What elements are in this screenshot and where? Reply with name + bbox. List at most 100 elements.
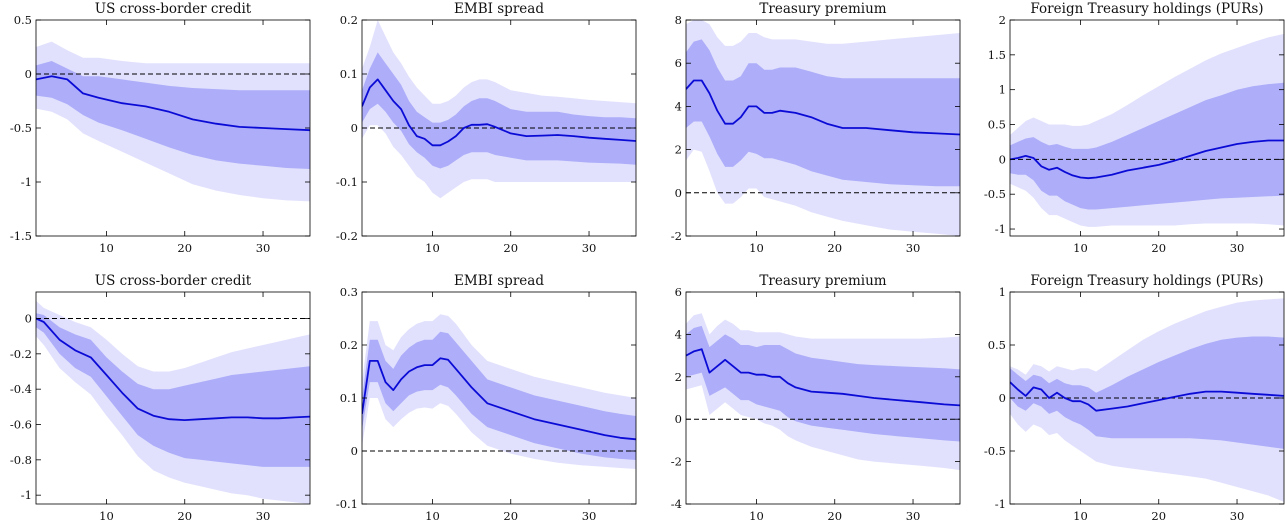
y-tick-label: 0.2	[340, 338, 358, 352]
median-line	[1010, 381, 1284, 412]
y-tick-label: 0.5	[988, 118, 1006, 132]
y-tick-label: -0.1	[336, 175, 358, 189]
y-tick-label: 0.1	[340, 391, 358, 405]
x-tick-label: 20	[827, 241, 842, 255]
median-line	[36, 317, 310, 421]
y-tick-label: 1.5	[988, 48, 1006, 62]
plot-area	[686, 20, 960, 236]
plot-area	[1010, 33, 1284, 227]
inner-band	[36, 313, 310, 467]
x-tick-label: 30	[906, 509, 921, 523]
y-tick-label: -0.6	[10, 418, 32, 432]
y-tick-label: -2	[671, 229, 682, 243]
plot-area	[1010, 298, 1284, 502]
axes-frame	[685, 291, 961, 505]
y-tick-label: 1	[999, 285, 1006, 299]
x-tick-label: 20	[827, 509, 842, 523]
y-tick-label: 1	[999, 83, 1006, 97]
y-tick-label: 2	[675, 370, 682, 384]
x-tick-label: 10	[425, 509, 440, 523]
chart-title: EMBI spread	[454, 273, 544, 289]
plot-area	[362, 314, 636, 469]
y-tick-label: 0	[25, 67, 32, 81]
x-tick-label: 30	[256, 241, 271, 255]
y-tick-label: 0	[675, 412, 682, 426]
y-tick-label: 4	[675, 99, 682, 113]
inner-band	[36, 61, 310, 169]
axes-frame	[1009, 19, 1285, 237]
chart-title: US cross-border credit	[95, 1, 252, 17]
y-tick-label: -4	[671, 497, 682, 511]
x-tick-label: 30	[582, 241, 597, 255]
chart-title: Treasury premium	[759, 1, 886, 17]
panel-2: EMBI spread -0.2 -0.1 0 0.1 0.2 10 20 30	[336, 1, 637, 255]
x-tick-label: 20	[1151, 509, 1166, 523]
median-line	[362, 357, 636, 441]
y-tick-label: -0.2	[10, 347, 32, 361]
x-tick-label: 10	[749, 509, 764, 523]
inner-band	[686, 325, 960, 442]
chart-title: EMBI spread	[454, 1, 544, 17]
x-tick-label: 10	[425, 241, 440, 255]
y-tick-label: -0.2	[336, 229, 358, 243]
y-tick-label: -0.5	[10, 121, 32, 135]
y-tick-label: 0	[351, 121, 358, 135]
x-tick-label: 10	[749, 241, 764, 255]
inner-band	[1010, 336, 1284, 449]
y-tick-label: 6	[675, 285, 682, 299]
y-tick-label: 8	[675, 13, 682, 27]
plot-area	[362, 20, 636, 199]
y-tick-label: 2	[999, 13, 1006, 27]
median-line	[1010, 139, 1284, 180]
median-line	[686, 348, 960, 407]
panel-5: US cross-border credit -1 -0.8 -0.6 -0.4 -0.2…	[10, 273, 311, 523]
y-tick-label: 6	[675, 56, 682, 70]
median-line	[36, 75, 310, 132]
chart-title: Foreign Treasury holdings (PURs)	[1030, 1, 1263, 17]
axes-frame	[685, 19, 961, 237]
y-tick-label: 0.2	[340, 13, 358, 27]
y-tick-label: -1	[995, 497, 1006, 511]
x-tick-label: 20	[1151, 241, 1166, 255]
y-tick-label: -1	[995, 222, 1006, 236]
y-tick-label: 0	[999, 391, 1006, 405]
plot-area	[36, 41, 310, 202]
y-tick-label: 2	[675, 143, 682, 157]
y-tick-label: -0.1	[336, 497, 358, 511]
chart-title: US cross-border credit	[95, 273, 252, 289]
panel-7: Treasury premium -4 -2 0 2 4 6 10 20 30	[671, 273, 961, 523]
x-tick-label: 10	[1073, 241, 1088, 255]
y-tick-label: 0.1	[340, 67, 358, 81]
panel-3: Treasury premium -2 0 2 4 6 8 10 20 30	[671, 1, 961, 255]
y-tick-label: -2	[671, 455, 682, 469]
y-tick-label: 0.5	[14, 13, 32, 27]
median-line	[686, 79, 960, 136]
panel-1: US cross-border credit -1.5 -1 -0.5 0 0.5 10 20…	[10, 1, 311, 255]
y-tick-label: 0	[999, 152, 1006, 166]
x-tick-label: 30	[582, 509, 597, 523]
y-tick-label: 0	[25, 312, 32, 326]
chart-title: Foreign Treasury holdings (PURs)	[1030, 273, 1263, 289]
y-tick-label: 0.5	[988, 338, 1006, 352]
x-tick-label: 20	[503, 509, 518, 523]
x-tick-label: 30	[1230, 241, 1245, 255]
panel-4: Foreign Treasury holdings (PURs) -1 -0.5 0 0…	[984, 1, 1285, 255]
x-tick-label: 10	[99, 509, 114, 523]
y-tick-label: 0	[675, 186, 682, 200]
median-line	[362, 78, 636, 147]
y-tick-label: 4	[675, 327, 682, 341]
panel-6: EMBI spread -0.1 0 0.1 0.2 0.3 10 20 30	[336, 273, 637, 523]
x-tick-label: 30	[256, 509, 271, 523]
inner-band	[362, 331, 636, 460]
plot-area	[686, 313, 960, 471]
x-tick-label: 20	[503, 241, 518, 255]
x-tick-label: 20	[177, 509, 192, 523]
inner-band	[362, 52, 636, 169]
x-tick-label: 30	[1230, 509, 1245, 523]
y-tick-label: -1	[21, 488, 32, 502]
x-tick-label: 30	[906, 241, 921, 255]
x-tick-label: 10	[99, 241, 114, 255]
y-tick-label: -0.4	[10, 382, 32, 396]
y-tick-label: -1.5	[10, 229, 32, 243]
